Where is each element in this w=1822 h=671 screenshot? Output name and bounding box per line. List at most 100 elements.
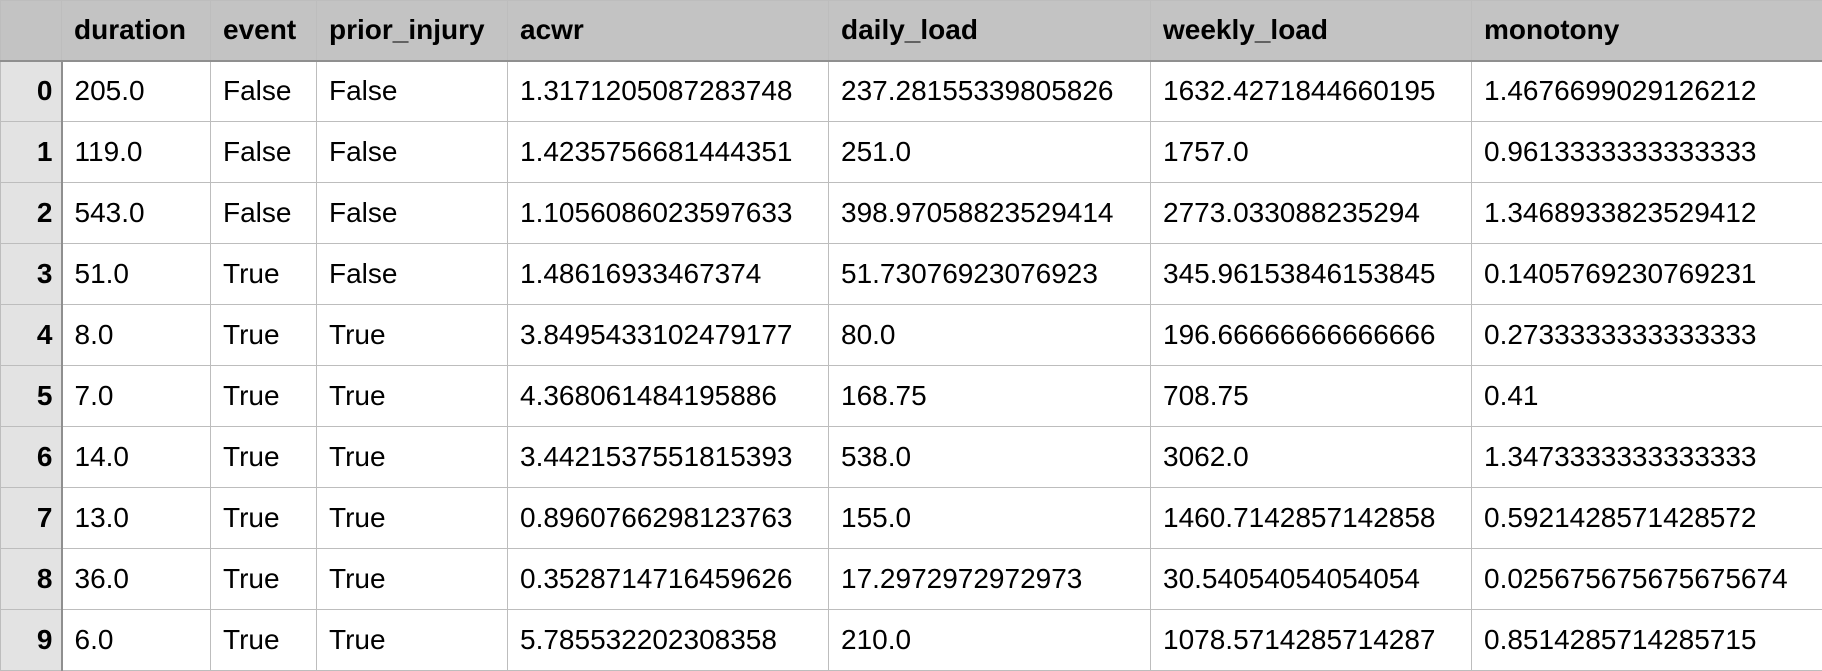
cell-daily-load[interactable]: 210.0 <box>829 610 1151 671</box>
column-header-duration[interactable]: duration <box>62 1 211 61</box>
cell-weekly-load[interactable]: 2773.033088235294 <box>1151 183 1472 244</box>
cell-acwr[interactable]: 3.8495433102479177 <box>508 305 829 366</box>
cell-weekly-load[interactable]: 345.96153846153845 <box>1151 244 1472 305</box>
column-header-prior-injury[interactable]: prior_injury <box>317 1 508 61</box>
cell-acwr[interactable]: 4.368061484195886 <box>508 366 829 427</box>
cell-event[interactable]: True <box>211 549 317 610</box>
column-header-event[interactable]: event <box>211 1 317 61</box>
cell-prior-injury[interactable]: True <box>317 305 508 366</box>
row-index[interactable]: 3 <box>1 244 62 305</box>
cell-daily-load[interactable]: 398.97058823529414 <box>829 183 1151 244</box>
cell-prior-injury[interactable]: True <box>317 488 508 549</box>
cell-weekly-load[interactable]: 30.54054054054054 <box>1151 549 1472 610</box>
cell-acwr[interactable]: 1.3171205087283748 <box>508 61 829 122</box>
cell-acwr[interactable]: 5.785532202308358 <box>508 610 829 671</box>
cell-acwr[interactable]: 1.1056086023597633 <box>508 183 829 244</box>
cell-acwr[interactable]: 1.48616933467374 <box>508 244 829 305</box>
header-row: duration event prior_injury acwr daily_l… <box>1 1 1822 61</box>
cell-prior-injury[interactable]: False <box>317 183 508 244</box>
cell-duration[interactable]: 7.0 <box>62 366 211 427</box>
cell-prior-injury[interactable]: True <box>317 549 508 610</box>
cell-event[interactable]: True <box>211 305 317 366</box>
index-header <box>1 1 62 61</box>
cell-monotony[interactable]: 0.9613333333333333 <box>1472 122 1822 183</box>
cell-prior-injury[interactable]: False <box>317 122 508 183</box>
cell-event[interactable]: True <box>211 488 317 549</box>
column-header-acwr[interactable]: acwr <box>508 1 829 61</box>
row-index[interactable]: 5 <box>1 366 62 427</box>
cell-daily-load[interactable]: 251.0 <box>829 122 1151 183</box>
cell-prior-injury[interactable]: True <box>317 366 508 427</box>
cell-weekly-load[interactable]: 3062.0 <box>1151 427 1472 488</box>
cell-duration[interactable]: 205.0 <box>62 61 211 122</box>
cell-monotony[interactable]: 0.025675675675675674 <box>1472 549 1822 610</box>
cell-duration[interactable]: 36.0 <box>62 549 211 610</box>
row-index[interactable]: 4 <box>1 305 62 366</box>
cell-weekly-load[interactable]: 1757.0 <box>1151 122 1472 183</box>
cell-duration[interactable]: 543.0 <box>62 183 211 244</box>
cell-daily-load[interactable]: 80.0 <box>829 305 1151 366</box>
cell-daily-load[interactable]: 51.73076923076923 <box>829 244 1151 305</box>
cell-daily-load[interactable]: 168.75 <box>829 366 1151 427</box>
row-index[interactable]: 7 <box>1 488 62 549</box>
cell-acwr[interactable]: 1.4235756681444351 <box>508 122 829 183</box>
cell-monotony[interactable]: 0.1405769230769231 <box>1472 244 1822 305</box>
cell-duration[interactable]: 8.0 <box>62 305 211 366</box>
row-index[interactable]: 2 <box>1 183 62 244</box>
cell-daily-load[interactable]: 17.2972972972973 <box>829 549 1151 610</box>
cell-daily-load[interactable]: 155.0 <box>829 488 1151 549</box>
cell-monotony[interactable]: 1.3473333333333333 <box>1472 427 1822 488</box>
column-header-daily-load[interactable]: daily_load <box>829 1 1151 61</box>
cell-event[interactable]: False <box>211 122 317 183</box>
cell-weekly-load[interactable]: 1460.7142857142858 <box>1151 488 1472 549</box>
row-index[interactable]: 9 <box>1 610 62 671</box>
cell-weekly-load[interactable]: 708.75 <box>1151 366 1472 427</box>
cell-daily-load[interactable]: 237.28155339805826 <box>829 61 1151 122</box>
cell-acwr[interactable]: 3.4421537551815393 <box>508 427 829 488</box>
cell-weekly-load[interactable]: 196.66666666666666 <box>1151 305 1472 366</box>
cell-daily-load[interactable]: 538.0 <box>829 427 1151 488</box>
cell-duration[interactable]: 119.0 <box>62 122 211 183</box>
cell-monotony[interactable]: 0.2733333333333333 <box>1472 305 1822 366</box>
cell-prior-injury[interactable]: False <box>317 244 508 305</box>
cell-prior-injury[interactable]: False <box>317 61 508 122</box>
cell-duration[interactable]: 13.0 <box>62 488 211 549</box>
cell-monotony[interactable]: 0.5921428571428572 <box>1472 488 1822 549</box>
cell-event[interactable]: True <box>211 610 317 671</box>
cell-acwr[interactable]: 0.8960766298123763 <box>508 488 829 549</box>
cell-event[interactable]: True <box>211 244 317 305</box>
row-index[interactable]: 8 <box>1 549 62 610</box>
cell-acwr[interactable]: 0.3528714716459626 <box>508 549 829 610</box>
cell-monotony[interactable]: 0.41 <box>1472 366 1822 427</box>
cell-duration[interactable]: 6.0 <box>62 610 211 671</box>
cell-prior-injury[interactable]: True <box>317 427 508 488</box>
row-index[interactable]: 6 <box>1 427 62 488</box>
cell-event[interactable]: False <box>211 61 317 122</box>
cell-event[interactable]: True <box>211 366 317 427</box>
cell-monotony[interactable]: 1.4676699029126212 <box>1472 61 1822 122</box>
cell-prior-injury[interactable]: True <box>317 610 508 671</box>
cell-event[interactable]: True <box>211 427 317 488</box>
cell-weekly-load[interactable]: 1632.4271844660195 <box>1151 61 1472 122</box>
cell-monotony[interactable]: 1.3468933823529412 <box>1472 183 1822 244</box>
column-header-monotony[interactable]: monotony <box>1472 1 1822 61</box>
cell-weekly-load[interactable]: 1078.5714285714287 <box>1151 610 1472 671</box>
cell-event[interactable]: False <box>211 183 317 244</box>
row-index[interactable]: 1 <box>1 122 62 183</box>
row-index[interactable]: 0 <box>1 61 62 122</box>
cell-duration[interactable]: 51.0 <box>62 244 211 305</box>
cell-duration[interactable]: 14.0 <box>62 427 211 488</box>
cell-monotony[interactable]: 0.8514285714285715 <box>1472 610 1822 671</box>
column-header-weekly-load[interactable]: weekly_load <box>1151 1 1472 61</box>
